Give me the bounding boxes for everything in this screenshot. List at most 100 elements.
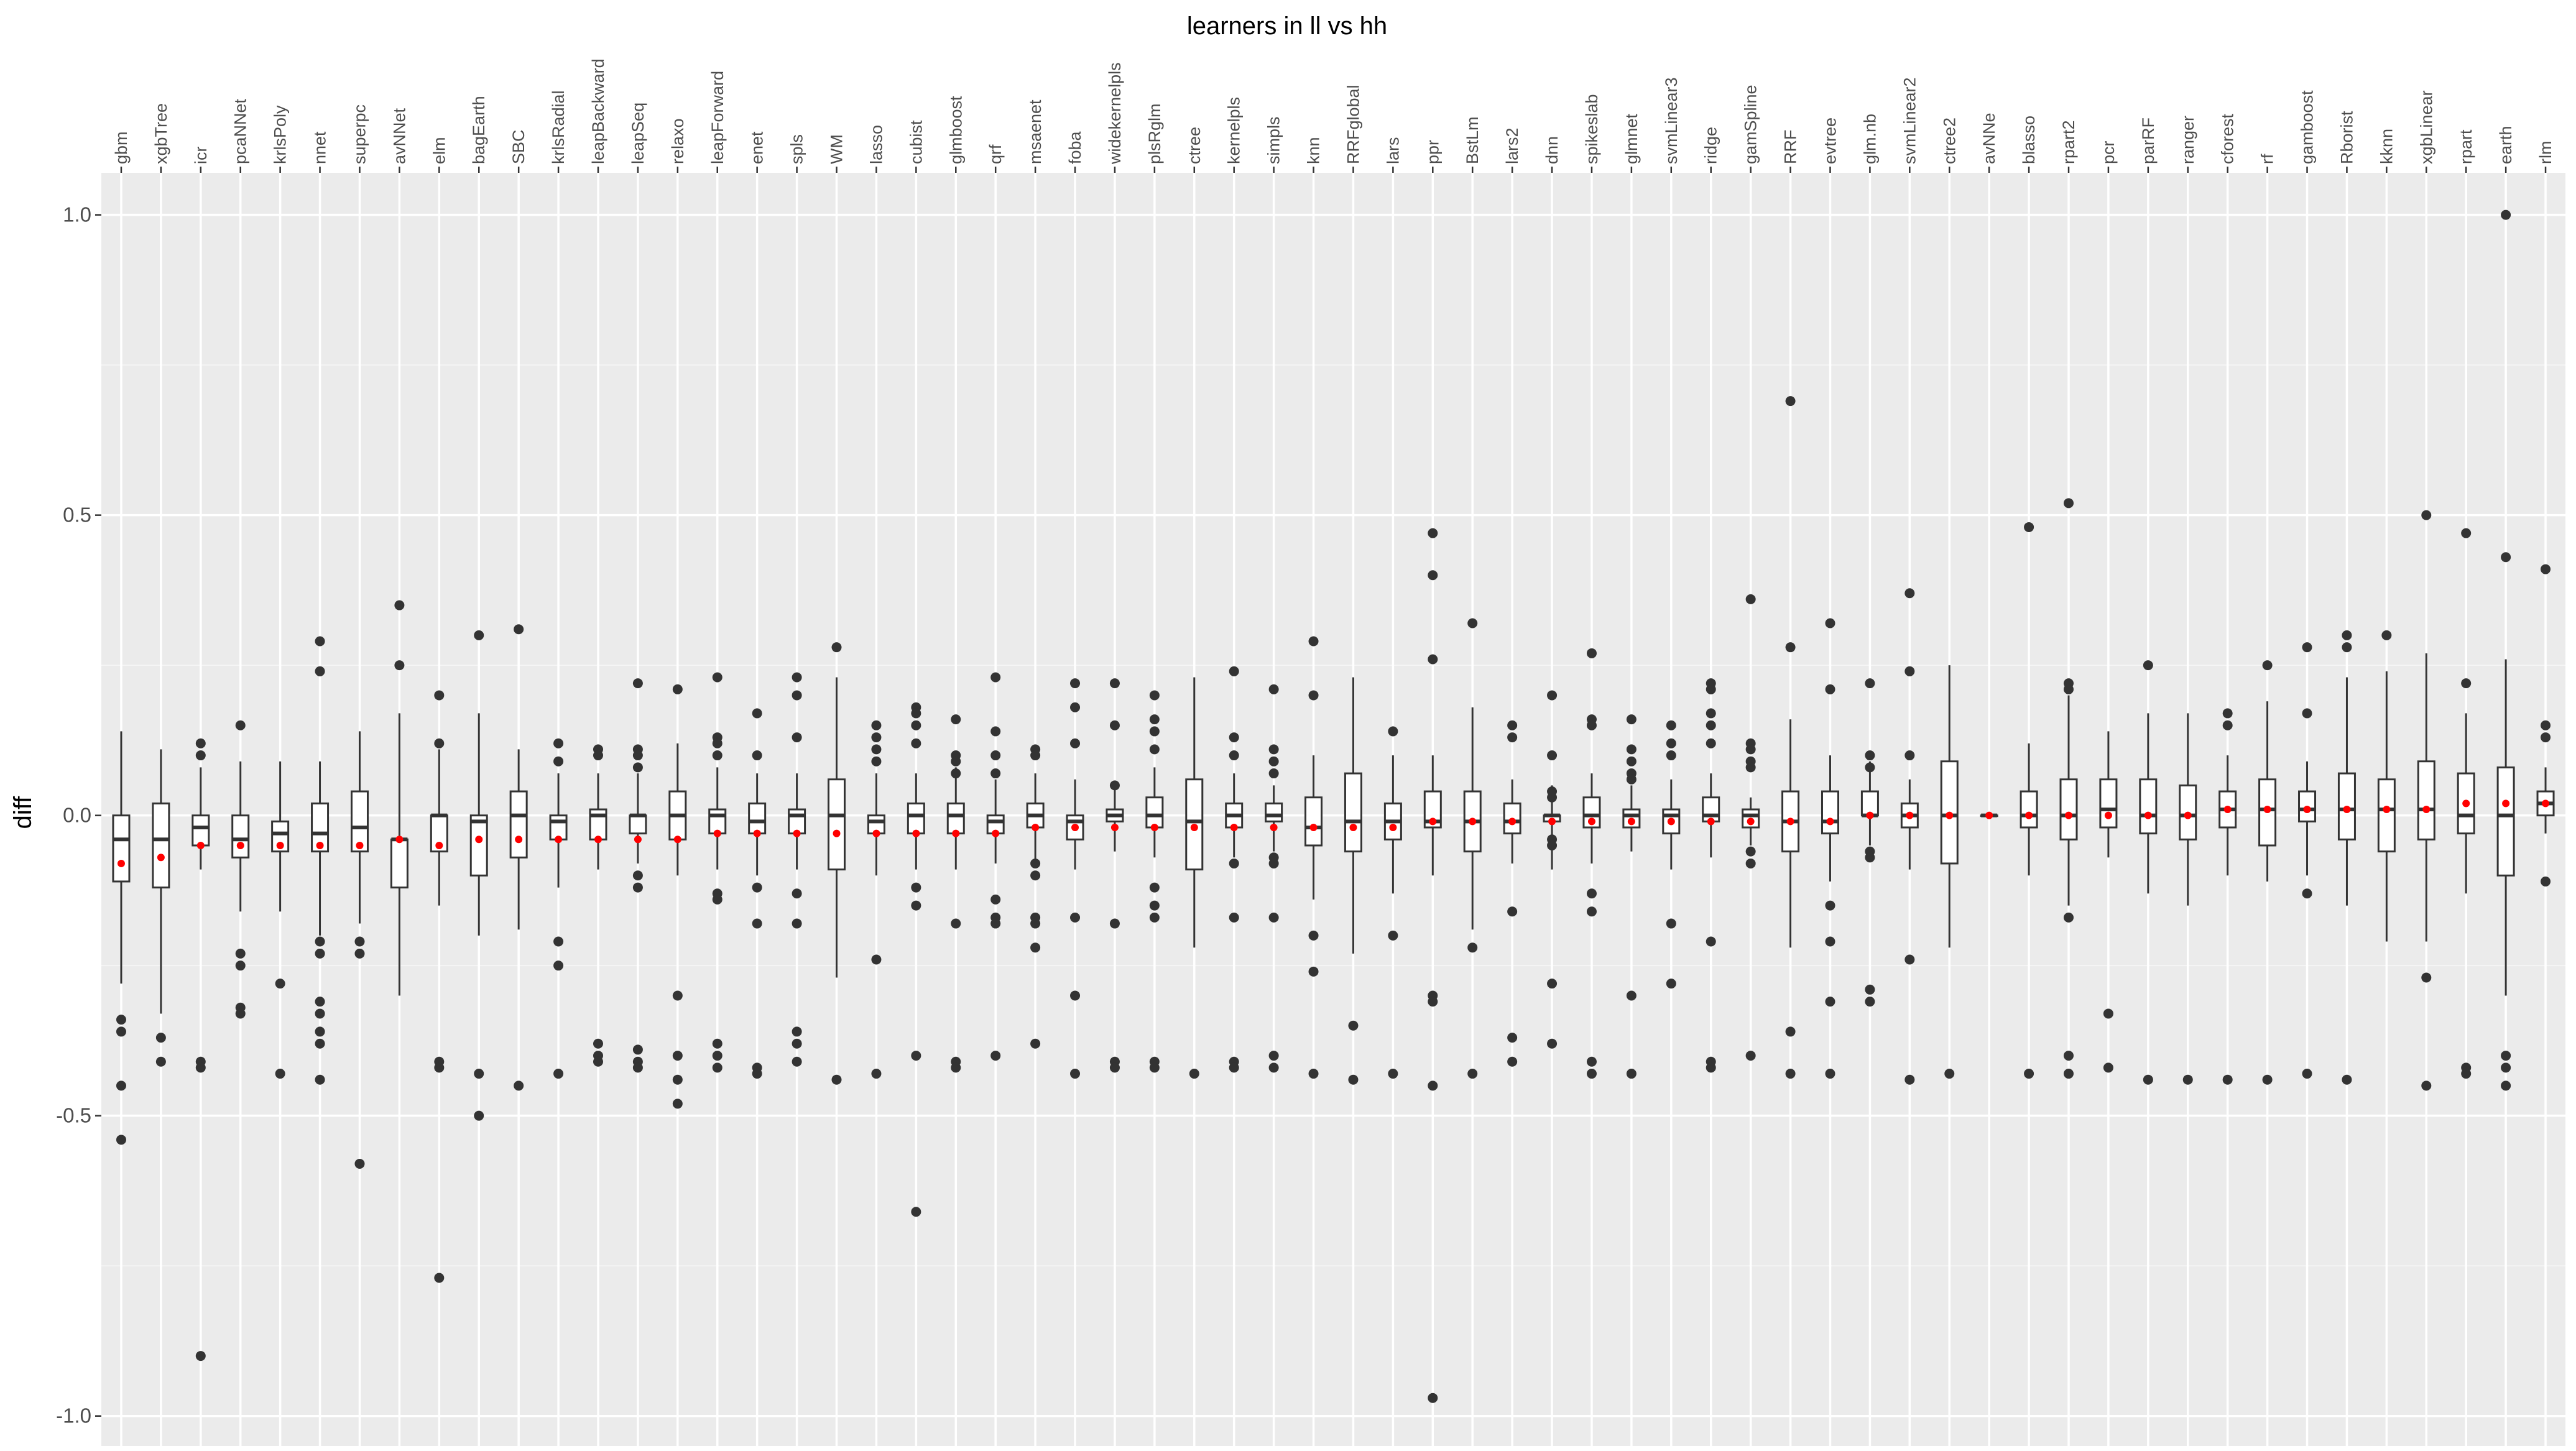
outlier-point (1586, 888, 1597, 899)
x-tick-label: svmLinear3 (1662, 77, 1681, 164)
outlier-point (116, 1026, 126, 1037)
box-WM (828, 642, 846, 1085)
mean-point (1906, 811, 1914, 819)
outlier-point (990, 894, 1001, 905)
x-tick-label: BstLm (1463, 116, 1482, 164)
outlier-point (1547, 840, 1558, 850)
outlier-point (1268, 1062, 1279, 1073)
outlier-point (1467, 1069, 1478, 1079)
mean-point (1866, 811, 1874, 819)
x-tick-label: krlsRadial (549, 90, 568, 164)
outlier-point (1109, 918, 1120, 929)
outlier-point (394, 660, 405, 671)
outlier-point (1507, 1033, 1518, 1043)
box-iqr (2059, 778, 2078, 841)
x-tick-label: relaxo (668, 118, 687, 164)
outlier-point (632, 1044, 643, 1055)
outlier-point (1626, 714, 1637, 725)
box-iqr (112, 814, 131, 883)
outlier-point (315, 1008, 325, 1019)
x-tick-label: kknn (2377, 129, 2396, 164)
outlier-point (951, 714, 961, 725)
mean-point (2542, 799, 2550, 808)
outlier-point (1507, 1056, 1518, 1067)
outlier-point (2501, 210, 2511, 220)
outlier-point (752, 750, 762, 761)
mean-point (1389, 823, 1397, 831)
outlier-point (712, 1062, 722, 1073)
outlier-point (2103, 1062, 2113, 1073)
outlier-point (1388, 1069, 1398, 1079)
outlier-point (315, 936, 325, 947)
outlier-point (1547, 690, 1558, 701)
outlier-point (1229, 750, 1239, 761)
outlier-point (792, 690, 802, 701)
x-tick-label: rpart2 (2059, 120, 2078, 164)
box-lars2 (1503, 720, 1521, 1067)
outlier-point (831, 642, 842, 653)
outlier-point (1268, 858, 1279, 868)
box-spls (788, 672, 806, 1067)
outlier-point (2302, 1069, 2312, 1079)
x-tick-label: leapBackward (589, 58, 607, 164)
x-tick-label: cubist (907, 120, 925, 164)
outlier-point (792, 672, 802, 683)
outlier-point (990, 1051, 1001, 1061)
outlier-point (1547, 792, 1558, 803)
box-enet (748, 708, 767, 1079)
x-tick-label: xgbTree (152, 103, 170, 164)
mean-point (1985, 811, 1993, 819)
box-iqr (271, 820, 290, 853)
mean-point (1429, 818, 1437, 826)
x-tick-label: pcr (2099, 140, 2118, 164)
outlier-point (1507, 720, 1518, 730)
box-ranger (2179, 713, 2197, 1085)
x-tick-label: leapForward (708, 71, 727, 164)
outlier-point (434, 690, 445, 701)
outlier-point (871, 756, 882, 767)
outlier-point (315, 636, 325, 647)
box-widekernelpls (1106, 678, 1124, 1073)
outlier-point (1109, 678, 1120, 689)
box-leapBackward (589, 744, 607, 1067)
grid-minor-lines (101, 364, 2565, 1267)
outlier-point (2024, 522, 2034, 532)
outlier-point (990, 768, 1001, 779)
x-tick-label: RRF (1781, 130, 1800, 165)
outlier-point (2302, 888, 2312, 899)
mean-point (1469, 818, 1477, 826)
mean-point (952, 829, 960, 837)
box-evtree (1821, 618, 1839, 1079)
outlier-point (235, 960, 246, 971)
x-tick-label: gbm (112, 131, 131, 164)
outlier-point (1268, 744, 1279, 755)
outlier-point (1666, 720, 1676, 730)
outlier-point (2143, 1074, 2153, 1085)
outlier-point (871, 954, 882, 965)
outlier-point (1507, 906, 1518, 917)
x-tick-label: enet (748, 131, 767, 164)
box-lars (1383, 726, 1402, 1079)
outlier-point (593, 1056, 603, 1067)
outlier-point (1229, 912, 1239, 923)
outlier-point (1626, 744, 1637, 755)
outlier-point (871, 732, 882, 743)
box-dnn (1543, 690, 1561, 1049)
mean-point (2343, 806, 2351, 813)
x-tick-label: widekernelpls (1106, 62, 1124, 165)
x-tick-label: gamboost (2298, 90, 2317, 164)
outlier-point (1308, 690, 1319, 701)
box-iqr (748, 802, 767, 835)
box-iqr (152, 802, 170, 889)
box-RRFglobal (1344, 677, 1362, 1085)
x-tick-label: superpc (350, 104, 369, 164)
outlier-point (1109, 720, 1120, 730)
outlier-point (1070, 912, 1081, 923)
mean-point (992, 829, 1000, 837)
box-iqr (2337, 772, 2356, 841)
x-tick-label: avNNe (1980, 113, 1998, 164)
outlier-point (593, 750, 603, 761)
outlier-point (195, 738, 206, 749)
x-tick-label: spls (788, 134, 806, 164)
mean-point (515, 836, 523, 844)
